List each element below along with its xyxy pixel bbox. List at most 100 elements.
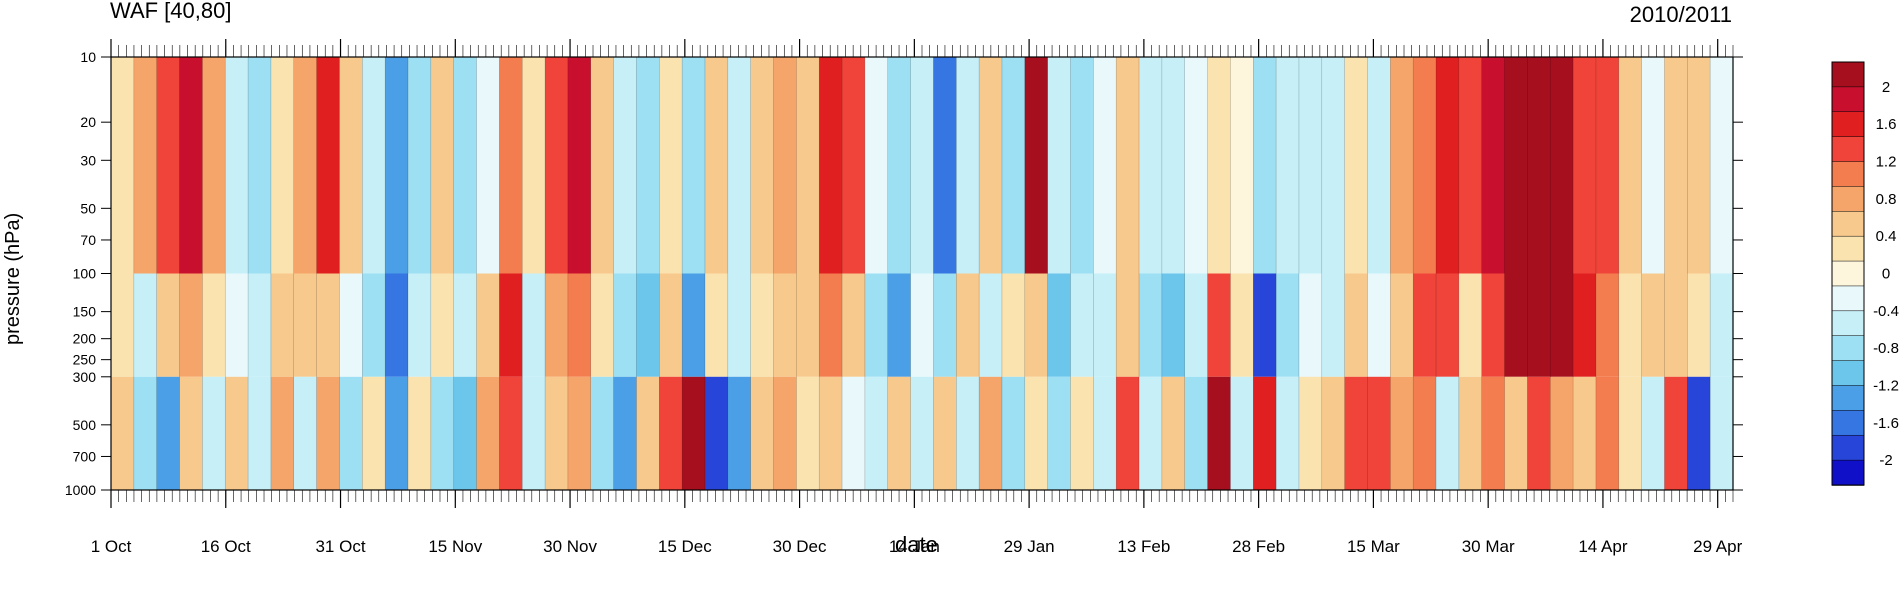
heatmap-cell	[636, 376, 660, 490]
heatmap-cell	[133, 57, 158, 274]
heatmap-cell	[1527, 376, 1551, 490]
heatmap-cell	[567, 57, 592, 274]
heatmap-cell	[1139, 376, 1163, 490]
colorbar-label: 1.6	[1876, 116, 1897, 133]
heatmap-cell	[1207, 57, 1232, 274]
heatmap-cell	[590, 57, 615, 274]
heatmap-cell	[613, 376, 638, 490]
heatmap-cell	[1641, 57, 1666, 274]
heatmap-cell	[156, 273, 181, 377]
heatmap-cell	[819, 376, 843, 490]
heatmap-cell	[750, 273, 775, 377]
heatmap-cell	[682, 57, 706, 274]
heatmap-cell	[1207, 376, 1232, 490]
heatmap-cell	[1047, 273, 1072, 377]
heatmap-cell	[202, 57, 226, 274]
heatmap-cell	[316, 57, 341, 274]
heatmap-cell	[842, 57, 866, 274]
heatmap-cell	[864, 273, 889, 377]
colorbar-swatch	[1831, 410, 1865, 436]
heatmap-cell	[1024, 273, 1049, 377]
heatmap-cell	[590, 273, 615, 377]
heatmap-cell	[1664, 273, 1688, 377]
colorbar-swatch	[1831, 360, 1865, 387]
y-tick-label: 10	[80, 49, 96, 65]
heatmap-cell	[156, 376, 181, 490]
heatmap-cell	[1573, 57, 1597, 274]
x-tick-label: 15 Nov	[428, 537, 482, 556]
heatmap-cell	[453, 57, 478, 274]
heatmap-cell	[864, 57, 889, 274]
heatmap-cell	[111, 57, 135, 274]
heatmap-cell	[453, 273, 478, 377]
heatmap-cell	[362, 57, 386, 274]
colorbar-swatch	[1831, 61, 1865, 88]
heatmap-cell	[910, 57, 935, 274]
heatmap-cell	[111, 273, 135, 377]
x-tick-label: 30 Mar	[1462, 537, 1515, 556]
y-tick-label: 20	[80, 114, 96, 130]
heatmap-cell	[1367, 376, 1391, 490]
x-tick-label: 14 Apr	[1578, 537, 1627, 556]
heatmap-cell	[1710, 376, 1734, 490]
heatmap-cell	[339, 273, 363, 377]
y-tick-label: 50	[80, 200, 96, 216]
heatmap-cell	[682, 376, 706, 490]
heatmap-cell	[773, 376, 797, 490]
heatmap-cell	[179, 57, 203, 274]
heatmap-cell	[796, 57, 820, 274]
heatmap-cell	[1527, 273, 1551, 377]
y-tick-label: 30	[80, 152, 96, 168]
heatmap-cell	[750, 376, 775, 490]
heatmap-cell	[1367, 57, 1391, 274]
heatmap-cell	[225, 57, 249, 274]
heatmap-cell	[819, 57, 843, 274]
heatmap-cell	[1458, 273, 1483, 377]
heatmap-cell	[1710, 273, 1734, 377]
colorbar-label: -1.6	[1873, 415, 1899, 432]
heatmap-cell	[1413, 376, 1437, 490]
colorbar-swatch	[1831, 260, 1865, 287]
heatmap-cell	[1344, 273, 1369, 377]
colorbar-label: -2	[1879, 452, 1892, 469]
heatmap-cell	[842, 273, 866, 377]
heatmap-cell	[1139, 57, 1163, 274]
heatmap-cell	[476, 376, 500, 490]
colorbar-swatch	[1831, 285, 1865, 312]
heatmap-cell	[1481, 273, 1506, 377]
heatmap-cell	[590, 376, 615, 490]
heatmap-cell	[1550, 376, 1574, 490]
heatmap-cell	[1573, 273, 1597, 377]
heatmap-cell	[1001, 57, 1026, 274]
heatmap-cell	[407, 376, 432, 490]
heatmap-cell	[1093, 273, 1117, 377]
heatmap-cell	[156, 57, 181, 274]
heatmap-cell	[910, 376, 935, 490]
heatmap-cell	[270, 376, 295, 490]
heatmap-cell	[476, 273, 500, 377]
heatmap-cell	[1436, 273, 1460, 377]
colorbar-swatch	[1831, 434, 1865, 461]
heatmap-cell	[773, 57, 797, 274]
heatmap-cell	[1367, 273, 1391, 377]
heatmap-cell	[1550, 273, 1574, 377]
heatmap-cell	[1161, 57, 1186, 274]
heatmap-cell	[1390, 376, 1414, 490]
y-tick-label: 700	[73, 448, 97, 464]
heatmap-cell	[659, 376, 683, 490]
heatmap-cell	[910, 273, 935, 377]
heatmap-cell	[430, 273, 455, 377]
heatmap-cell	[202, 376, 226, 490]
heatmap-cell	[567, 376, 592, 490]
heatmap-cell	[1253, 376, 1277, 490]
heatmap-cell	[1001, 273, 1026, 377]
colorbar-swatch	[1831, 86, 1865, 113]
heatmap-cell	[1641, 376, 1666, 490]
heatmap-cell	[339, 57, 363, 274]
heatmap-cell	[1618, 273, 1643, 377]
heatmap-cell	[248, 376, 272, 490]
heatmap-cell	[1504, 273, 1528, 377]
heatmap-cell	[704, 376, 729, 490]
